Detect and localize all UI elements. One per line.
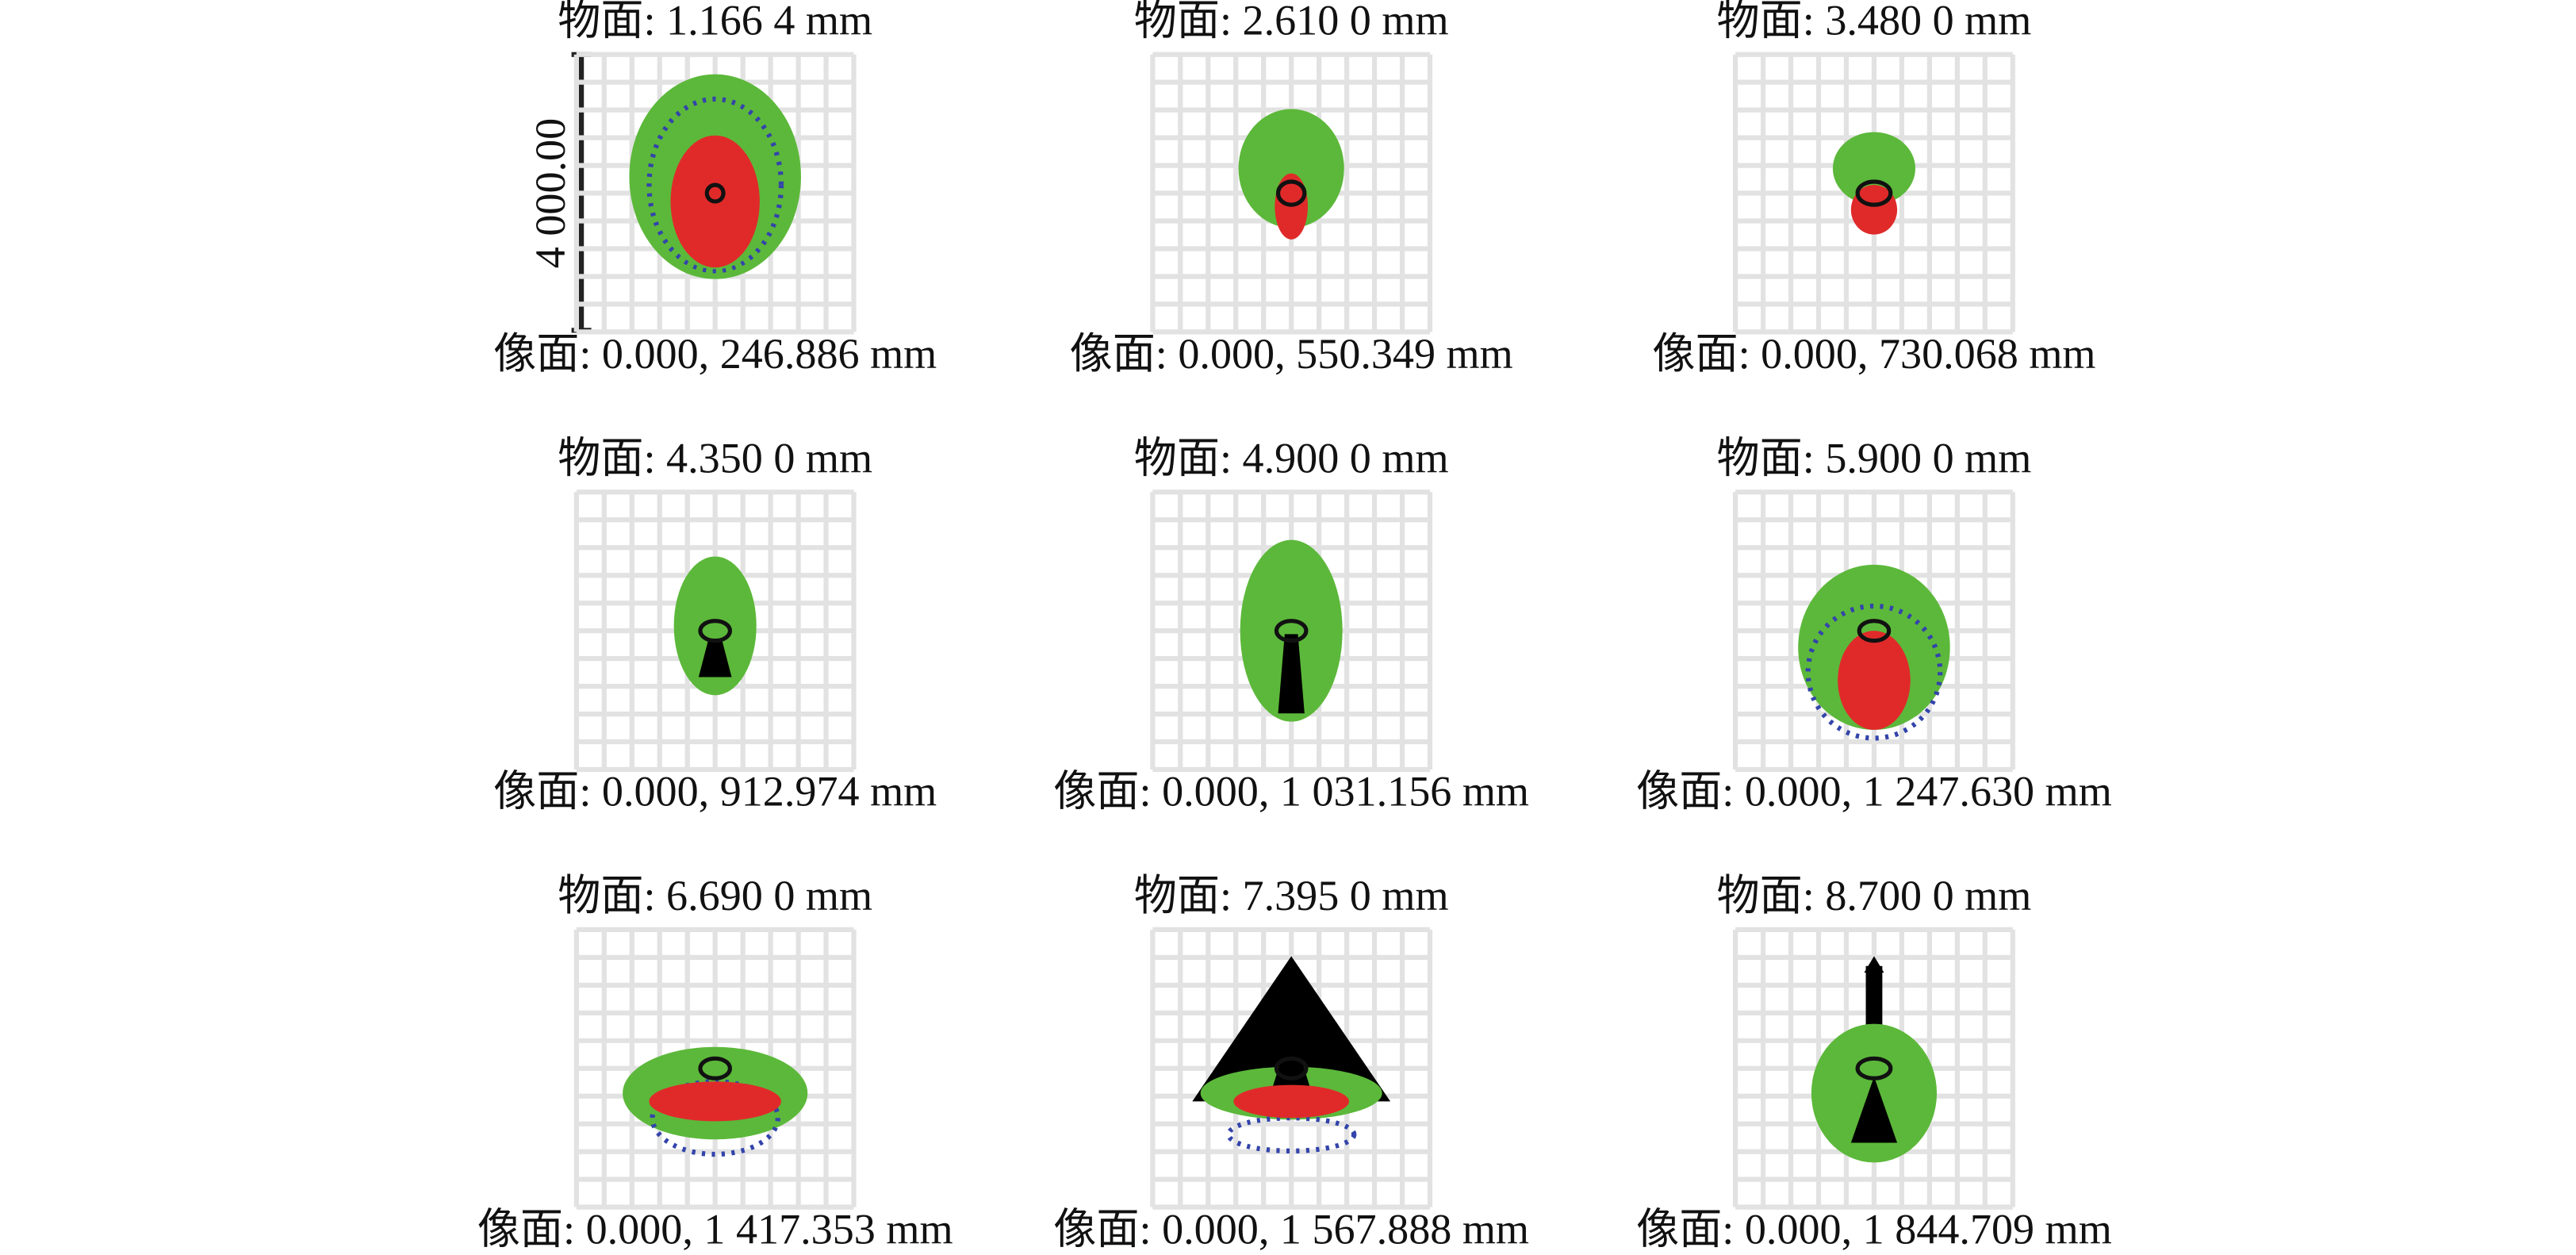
object-label: 物面: 8.700 0 mm bbox=[1717, 872, 2032, 919]
object-label: 物面: 6.690 0 mm bbox=[558, 872, 872, 919]
spot-panel: 物面: 8.700 0 mm 像面: 0.000, 1 844.709 mm bbox=[1636, 872, 2112, 1253]
airy-ring bbox=[1857, 619, 1892, 643]
spot bbox=[1832, 132, 1915, 205]
object-label: 物面: 4.350 0 mm bbox=[558, 434, 872, 482]
spot bbox=[673, 556, 757, 696]
airy-ring bbox=[698, 1056, 733, 1080]
spot-panel: 物面: 6.690 0 mm 像面: 0.000, 1 417.353 mm bbox=[477, 872, 953, 1253]
spot-ray bbox=[1225, 1115, 1357, 1153]
object-label: 物面: 3.480 0 mm bbox=[1717, 0, 2032, 44]
spot bbox=[1278, 634, 1305, 714]
spot bbox=[1864, 956, 1884, 973]
spot-panel: 物面: 4.350 0 mm 像面: 0.000, 912.974 mm bbox=[493, 434, 937, 815]
spot bbox=[649, 1081, 781, 1122]
image-label: 像面: 0.000, 1 567.888 mm bbox=[1053, 1205, 1529, 1253]
spot bbox=[1838, 631, 1911, 731]
airy-ring bbox=[704, 182, 726, 204]
spot bbox=[1240, 539, 1343, 722]
spot bbox=[1850, 1077, 1898, 1143]
spot-panel: 物面: 5.900 0 mm 像面: 0.000, 1 247.630 mm bbox=[1636, 434, 2112, 815]
spot bbox=[1233, 1084, 1350, 1119]
spot bbox=[1238, 109, 1344, 228]
spot bbox=[698, 639, 732, 677]
image-label: 像面: 0.000, 912.974 mm bbox=[493, 768, 937, 816]
spot-panel: 物面: 7.395 0 mm 像面: 0.000, 1 567.888 mm bbox=[1053, 872, 1529, 1253]
airy-ring bbox=[698, 619, 733, 643]
spot-ray bbox=[650, 1079, 780, 1157]
airy-ring bbox=[1274, 1056, 1309, 1080]
object-label: 物面: 4.900 0 mm bbox=[1134, 434, 1449, 482]
image-label: 像面: 0.000, 1 247.630 mm bbox=[1636, 768, 2112, 816]
spot bbox=[1850, 185, 1898, 235]
image-label: 像面: 0.000, 1 417.353 mm bbox=[477, 1205, 953, 1253]
image-label: 像面: 0.000, 1 031.156 mm bbox=[1053, 768, 1529, 816]
scale-label: 4 000.00 bbox=[527, 118, 574, 268]
object-label: 物面: 7.395 0 mm bbox=[1134, 872, 1449, 919]
airy-ring bbox=[1855, 179, 1893, 207]
spot-ray bbox=[646, 96, 784, 274]
spot-panel: 物面: 4.900 0 mm 像面: 0.000, 1 031.156 mm bbox=[1053, 434, 1529, 815]
image-label: 像面: 0.000, 550.349 mm bbox=[1070, 330, 1513, 378]
spot bbox=[1268, 1027, 1315, 1102]
airy-ring bbox=[1855, 1056, 1893, 1080]
object-label: 物面: 2.610 0 mm bbox=[1134, 0, 1449, 44]
image-label: 像面: 0.000, 1 844.709 mm bbox=[1636, 1205, 2112, 1253]
object-label: 物面: 1.166 4 mm bbox=[558, 0, 872, 44]
airy-ring bbox=[1275, 179, 1307, 207]
image-label: 像面: 0.000, 246.886 mm bbox=[493, 330, 937, 378]
spot-ray bbox=[1805, 603, 1943, 741]
object-label: 物面: 5.900 0 mm bbox=[1717, 434, 2032, 482]
spot-panel: 物面: 1.166 4 mm 像面: 0.000, 246.886 mm bbox=[493, 0, 937, 378]
image-label: 像面: 0.000, 730.068 mm bbox=[1652, 330, 2095, 378]
spot-panel: 物面: 3.480 0 mm 像面: 0.000, 730.068 mm bbox=[1652, 0, 2095, 378]
airy-ring bbox=[1274, 619, 1309, 643]
spot bbox=[1865, 965, 1883, 1036]
spot-panel: 物面: 2.610 0 mm 像面: 0.000, 550.349 mm bbox=[1070, 0, 1513, 378]
